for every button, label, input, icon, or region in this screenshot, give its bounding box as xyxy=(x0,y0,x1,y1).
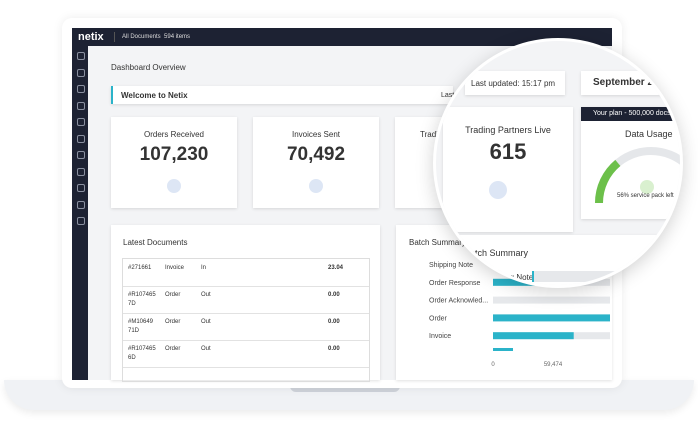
x-tick-label: 59,474 xyxy=(544,362,563,368)
table-row[interactable]: #R107465 6D Order Out 0.00 xyxy=(123,340,369,368)
bar-track xyxy=(493,296,610,304)
sidebar xyxy=(72,46,88,380)
table-cell: Out xyxy=(201,319,211,325)
table-cell: Out xyxy=(201,346,211,352)
documents-panel: Latest Documents #271661 Invoice In 23.04 #R… xyxy=(111,225,380,382)
usage-label: 56% service pack left xyxy=(617,193,674,199)
table-cell: Order xyxy=(165,292,181,298)
stat-label: Trading Partners Live xyxy=(465,125,551,135)
sidebar-icon[interactable] xyxy=(77,68,85,77)
table-cell: #M10649 71D xyxy=(128,319,154,334)
bar-label: Order xyxy=(429,315,448,322)
date: September 20 xyxy=(593,77,659,88)
table-cell: #R107465 6D xyxy=(128,346,156,361)
table-row[interactable]: #271661 Invoice In 23.04 xyxy=(123,259,369,287)
x-tick-label: 0 xyxy=(491,362,495,368)
table-cell: Out xyxy=(201,292,211,298)
stat-card: Orders Received 107,230 xyxy=(111,117,237,208)
stat-card: Trading Partners Live 615 xyxy=(443,107,573,232)
topbar xyxy=(72,28,612,46)
stat-value: 107,230 xyxy=(139,144,209,165)
stat-label: Orders Received xyxy=(143,130,205,139)
sidebar-icon[interactable] xyxy=(77,118,85,126)
magnifier: Last updated: 15:17 pm September 20 Trad… xyxy=(433,38,683,288)
table-cell: Invoice xyxy=(165,265,185,271)
panel-title: Latest Documents xyxy=(123,238,188,247)
laptop-notch xyxy=(290,386,400,392)
gauge-arc xyxy=(595,159,621,204)
plan-banner: Your plan - 500,000 docs pe xyxy=(581,107,680,121)
usage-title: Data Usage xyxy=(625,129,673,139)
table-cell: 23.04 xyxy=(328,265,344,271)
table-cell: Order xyxy=(165,346,181,352)
gauge-icon xyxy=(640,180,654,194)
bar xyxy=(493,332,574,340)
table-row[interactable]: #M10649 71D Order Out 0.00 xyxy=(123,313,369,341)
bar-partial xyxy=(493,348,513,351)
stat-card: Invoices Sent 70,492 xyxy=(253,117,379,208)
stat-label: Invoices Sent xyxy=(291,130,341,139)
welcome-title: Welcome to Netix xyxy=(121,91,188,100)
sidebar-icon[interactable] xyxy=(77,184,85,192)
table-cell: #271661 xyxy=(128,265,152,271)
sidebar-icon[interactable] xyxy=(77,200,85,209)
sidebar-icon[interactable] xyxy=(77,217,85,225)
page-title: Dashboard Overview xyxy=(111,63,186,72)
sidebar-icon[interactable] xyxy=(77,52,85,60)
sidebar-icon[interactable] xyxy=(77,167,85,176)
bar xyxy=(493,314,610,322)
panel-title: Batch Summary xyxy=(464,248,529,258)
table-cell: 0.00 xyxy=(328,346,340,352)
table-row[interactable]: #R107465 7D Order Out 0.00 xyxy=(123,286,369,314)
table-cell: #R107465 7D xyxy=(128,292,156,307)
bar-label: Order Acknowled... xyxy=(429,298,488,305)
last-updated: Last updated: 15:17 pm xyxy=(471,79,556,88)
sidebar-icon[interactable] xyxy=(77,134,85,143)
bar-label: Shipping Note xyxy=(483,273,534,282)
sidebar-icon[interactable] xyxy=(77,85,85,93)
table-cell: 0.00 xyxy=(328,319,340,325)
stat-value: 615 xyxy=(489,139,527,164)
sidebar-icon[interactable] xyxy=(77,101,85,110)
table-cell: Order xyxy=(165,319,181,325)
bar xyxy=(532,271,534,282)
documents-table: #271661 Invoice In 23.04 #R107465 7D Order Out… xyxy=(122,258,370,382)
sidebar-icon[interactable] xyxy=(77,151,85,159)
bar-label: Invoice xyxy=(429,333,451,340)
topbar-section: All Documents 594 items xyxy=(122,34,191,40)
table-cell: In xyxy=(201,265,207,271)
table-cell: 0.00 xyxy=(328,292,340,298)
brand: netix xyxy=(78,31,104,43)
stat-value: 70,492 xyxy=(286,144,346,165)
usage-card: Your plan - 500,000 docs pe Data Usage 5… xyxy=(581,107,680,219)
